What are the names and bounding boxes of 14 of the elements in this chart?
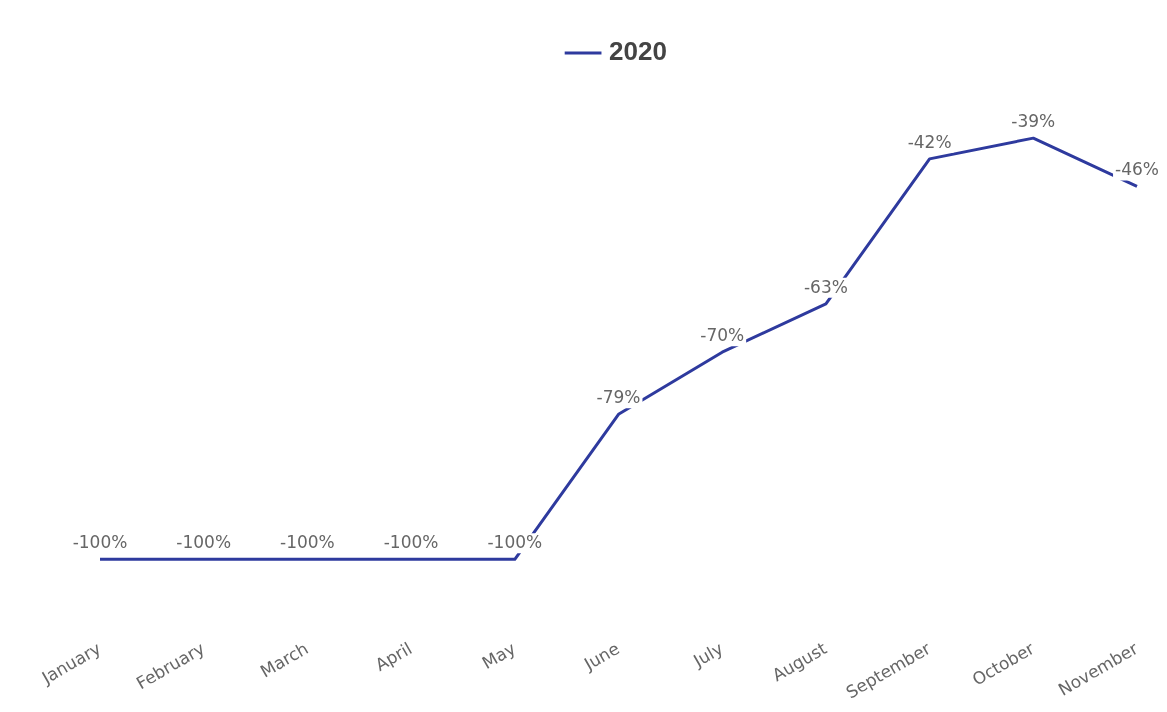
x-tick-label: May — [478, 638, 520, 674]
data-label: -100% — [176, 532, 232, 553]
data-label: -70% — [700, 325, 745, 346]
data-label: -42% — [907, 131, 952, 152]
data-label: -39% — [1011, 111, 1056, 132]
data-label: -100% — [72, 532, 128, 553]
data-label: -100% — [383, 532, 439, 553]
data-label: -63% — [803, 276, 848, 297]
data-label: -100% — [487, 532, 543, 553]
data-label: -100% — [280, 532, 335, 553]
data-label: -79% — [596, 387, 641, 408]
data-label: -46% — [1115, 159, 1159, 180]
legend-label: 2020 — [609, 36, 667, 67]
x-tick-label: July — [689, 638, 727, 672]
